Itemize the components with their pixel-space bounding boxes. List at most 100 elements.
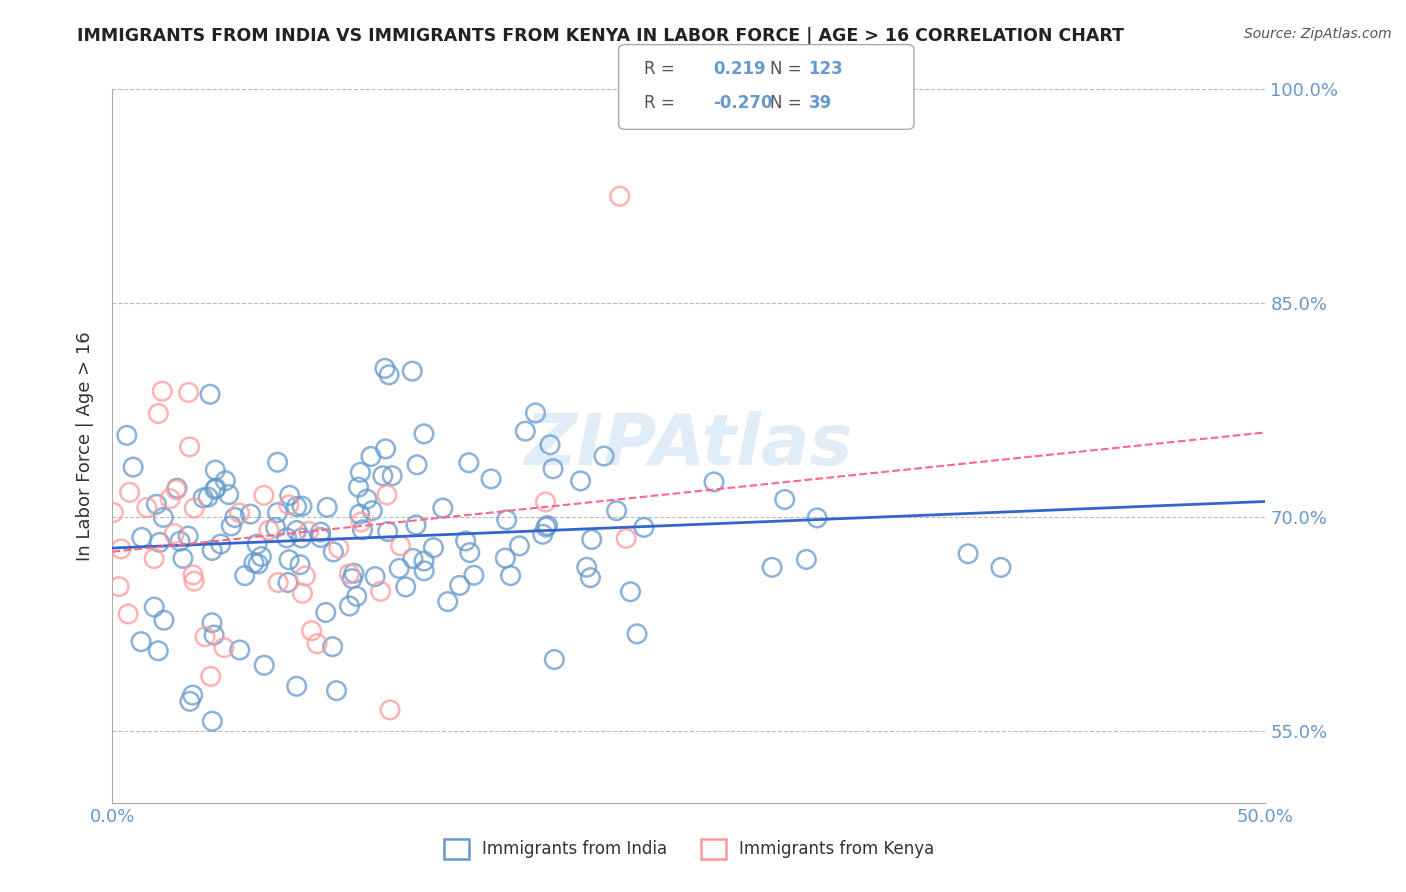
Immigrants from India [569, 474, 592, 488]
Legend: Immigrants from India, Immigrants from Kenya: Immigrants from India, Immigrants from K… [437, 832, 941, 866]
Immigrants from India [524, 406, 547, 420]
Immigrants from Kenya [294, 569, 316, 583]
Immigrants from India [806, 511, 828, 525]
Text: 39: 39 [808, 94, 832, 112]
Immigrants from India [204, 463, 226, 477]
Immigrants from India [536, 518, 558, 533]
Immigrants from India [388, 561, 411, 575]
Immigrants from India [543, 652, 565, 666]
Immigrants from India [494, 551, 516, 566]
Immigrants from Kenya [163, 526, 186, 541]
Immigrants from India [277, 575, 299, 590]
Immigrants from Kenya [159, 491, 181, 506]
Immigrants from India [458, 545, 481, 559]
Immigrants from Kenya [165, 483, 187, 497]
Immigrants from Kenya [375, 488, 398, 502]
Immigrants from India [377, 524, 399, 539]
Immigrants from India [169, 534, 191, 549]
Immigrants from India [360, 450, 382, 464]
Immigrants from India [131, 531, 153, 545]
Y-axis label: In Labor Force | Age > 16: In Labor Force | Age > 16 [76, 331, 94, 561]
Immigrants from India [957, 547, 980, 561]
Immigrants from India [205, 481, 228, 495]
Immigrants from Kenya [108, 580, 131, 594]
Immigrants from India [413, 426, 436, 441]
Immigrants from Kenya [179, 440, 201, 454]
Immigrants from India [129, 634, 152, 648]
Immigrants from India [177, 529, 200, 543]
Immigrants from India [264, 520, 287, 534]
Immigrants from India [515, 424, 537, 438]
Immigrants from India [276, 531, 298, 545]
Immigrants from India [239, 507, 262, 521]
Immigrants from India [413, 554, 436, 568]
Immigrants from India [315, 606, 337, 620]
Immigrants from India [626, 627, 648, 641]
Immigrants from Kenya [339, 566, 361, 581]
Immigrants from India [266, 506, 288, 520]
Immigrants from India [229, 643, 252, 657]
Text: R =: R = [644, 60, 675, 78]
Immigrants from India [247, 557, 270, 571]
Immigrants from India [224, 510, 246, 524]
Immigrants from Kenya [291, 586, 314, 600]
Immigrants from India [340, 572, 363, 586]
Immigrants from India [322, 545, 344, 559]
Immigrants from Kenya [253, 488, 276, 502]
Immigrants from India [449, 578, 471, 592]
Immigrants from India [463, 568, 485, 582]
Immigrants from India [172, 551, 194, 566]
Immigrants from India [309, 525, 332, 540]
Immigrants from Kenya [183, 501, 205, 516]
Immigrants from India [285, 524, 308, 538]
Immigrants from Kenya [194, 630, 217, 644]
Immigrants from India [457, 456, 479, 470]
Immigrants from India [575, 560, 598, 574]
Text: Source: ZipAtlas.com: Source: ZipAtlas.com [1244, 27, 1392, 41]
Immigrants from India [339, 599, 361, 613]
Text: N =: N = [770, 60, 801, 78]
Immigrants from India [531, 527, 554, 541]
Immigrants from India [166, 481, 188, 495]
Immigrants from India [761, 560, 783, 574]
Immigrants from India [479, 472, 502, 486]
Text: N =: N = [770, 94, 801, 112]
Immigrants from India [374, 442, 396, 456]
Immigrants from Kenya [118, 485, 141, 500]
Immigrants from India [579, 571, 602, 585]
Immigrants from Kenya [228, 506, 250, 520]
Immigrants from Kenya [148, 407, 170, 421]
Immigrants from India [436, 594, 458, 608]
Immigrants from Kenya [614, 532, 637, 546]
Immigrants from India [201, 615, 224, 630]
Immigrants from India [197, 490, 219, 504]
Immigrants from Kenya [307, 637, 329, 651]
Immigrants from India [179, 694, 201, 708]
Immigrants from India [253, 658, 276, 673]
Immigrants from India [209, 537, 232, 551]
Immigrants from India [499, 568, 522, 582]
Immigrants from Kenya [389, 539, 412, 553]
Immigrants from India [395, 580, 418, 594]
Immigrants from Kenya [350, 515, 373, 529]
Immigrants from Kenya [177, 385, 200, 400]
Text: -0.270: -0.270 [713, 94, 772, 112]
Immigrants from India [243, 556, 266, 570]
Immigrants from India [218, 487, 240, 501]
Immigrants from Kenya [143, 551, 166, 566]
Immigrants from Kenya [257, 523, 280, 537]
Immigrants from India [541, 462, 564, 476]
Immigrants from India [316, 500, 339, 515]
Immigrants from India [201, 714, 224, 729]
Immigrants from India [606, 504, 628, 518]
Immigrants from India [402, 551, 425, 566]
Immigrants from India [406, 458, 429, 472]
Immigrants from India [214, 474, 236, 488]
Immigrants from Kenya [200, 669, 222, 683]
Immigrants from India [381, 468, 404, 483]
Immigrants from India [202, 628, 225, 642]
Text: 123: 123 [808, 60, 844, 78]
Immigrants from India [538, 438, 561, 452]
Immigrants from India [371, 468, 394, 483]
Immigrants from India [347, 480, 370, 494]
